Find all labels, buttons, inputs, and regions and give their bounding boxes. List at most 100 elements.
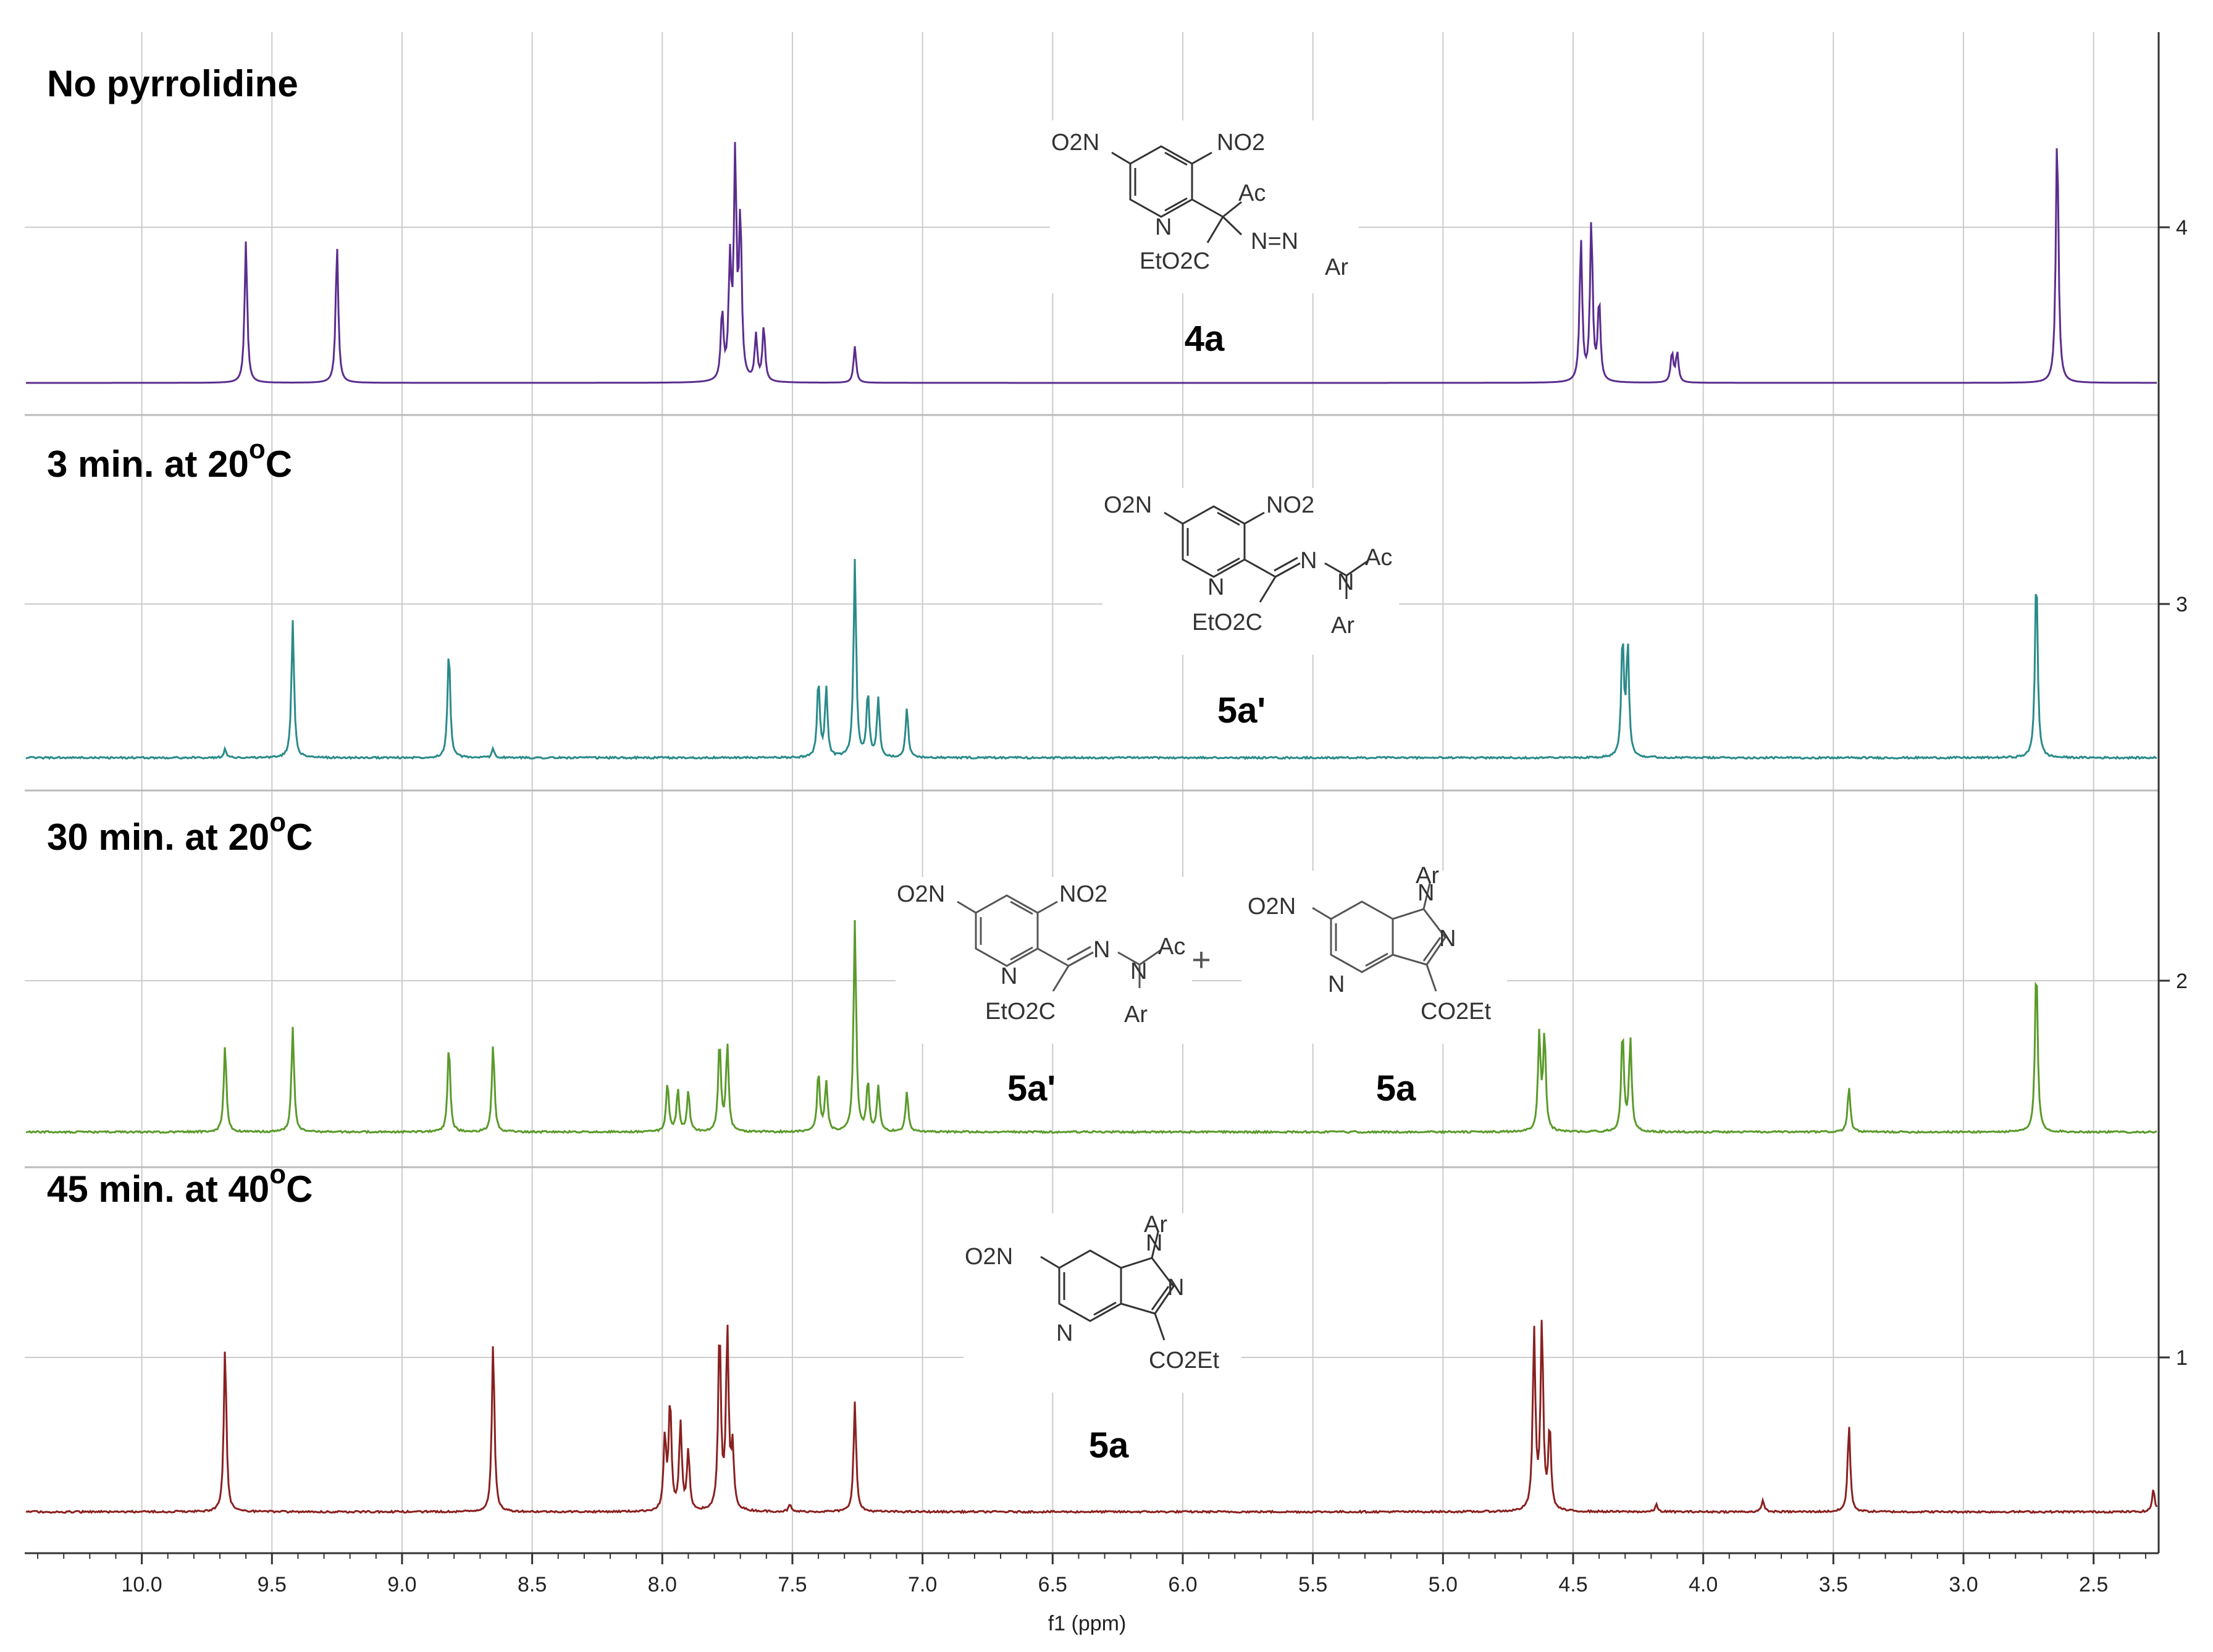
right-tick-label: 1 bbox=[2176, 1346, 2188, 1370]
structure-5a-mid-background bbox=[1241, 871, 1507, 1044]
panel-title-4-unit: C bbox=[286, 1168, 313, 1210]
spectrum-4 bbox=[25, 1320, 2158, 1514]
structure-5a-mid-o2n: O2N bbox=[1248, 894, 1296, 920]
structure-4a-ac: Ac bbox=[1238, 180, 1266, 206]
right-axis: 4 3 2 1 bbox=[2159, 216, 2188, 1370]
spectrum-line-2 bbox=[25, 559, 2157, 760]
x-tick-label: 8.5 bbox=[518, 1573, 547, 1596]
x-tick-label: 8.0 bbox=[648, 1573, 677, 1596]
x-tick-label: 3.5 bbox=[1819, 1573, 1848, 1596]
spectrum-2 bbox=[25, 559, 2157, 760]
structure-5a-prime-mid-bonds bbox=[957, 894, 1162, 992]
structure-5a-mid-n: N bbox=[1328, 971, 1345, 997]
x-tick-label: 9.5 bbox=[258, 1573, 287, 1596]
panel-title-4-text: 45 min. at 40 bbox=[47, 1168, 269, 1210]
structure-5a-prime-top-background bbox=[1102, 488, 1399, 655]
structure-4a-o2n: O2N bbox=[1051, 130, 1099, 156]
structure-5a-prime-top-eto2c: EtO2C bbox=[1192, 610, 1262, 635]
structure-5a-mid-n2: N bbox=[1439, 926, 1456, 952]
spectrum-3 bbox=[25, 920, 2157, 1134]
structure-5a-prime-top-no2: NO2 bbox=[1266, 492, 1314, 518]
panel-title-4: 45 min. at 40oC bbox=[47, 1159, 313, 1210]
structure-5a-bottom-n1: N bbox=[1146, 1230, 1162, 1256]
plus-sign: + bbox=[1191, 941, 1211, 978]
structure-4a-ar: Ar bbox=[1325, 254, 1348, 280]
panel-title-2: 3 min. at 20oC bbox=[47, 434, 292, 485]
x-tick-label: 4.5 bbox=[1558, 1573, 1587, 1596]
right-tick-label: 4 bbox=[2176, 216, 2188, 240]
spectra-group bbox=[25, 141, 2158, 1514]
x-tick-label: 7.5 bbox=[778, 1573, 807, 1596]
spectrum-line-4 bbox=[25, 1320, 2158, 1514]
structure-5a-prime-mid-n2: N bbox=[1130, 958, 1147, 984]
structure-5a-mid: O2N N N Ar N CO2Et bbox=[1241, 863, 1507, 1044]
structure-5a-bottom-co2et: CO2Et bbox=[1149, 1348, 1219, 1373]
structure-5a-prime-top-n1: N bbox=[1300, 548, 1317, 574]
panel-title-2-degree: o bbox=[249, 434, 266, 464]
x-axis: 10.0 9.5 9.0 8.5 8.0 7.5 7.0 6.5 6.0 5.5 5.0 4.5 4.0… bbox=[37, 1553, 2146, 1596]
structure-5a-prime-top-ar: Ar bbox=[1331, 613, 1354, 639]
structure-5a-prime-mid-ar: Ar bbox=[1124, 1002, 1148, 1028]
structure-5a-bottom-ar: Ar bbox=[1144, 1212, 1167, 1238]
compound-label-5a-bottom: 5a bbox=[1089, 1425, 1129, 1465]
x-tick-label: 4.0 bbox=[1689, 1573, 1718, 1596]
structure-4a-eto2c: EtO2C bbox=[1140, 248, 1210, 274]
x-tick-label: 10.0 bbox=[122, 1573, 162, 1596]
structure-4a-n: N bbox=[1155, 214, 1172, 240]
panel-title-1: No pyrrolidine bbox=[47, 63, 298, 104]
compound-label-4a: 4a bbox=[1185, 319, 1225, 359]
structure-5a-mid-n1: N bbox=[1417, 880, 1434, 906]
panel-title-3-unit: C bbox=[286, 816, 313, 858]
panel-title-2-unit: C bbox=[266, 443, 292, 485]
structure-5a-bottom-n2: N bbox=[1167, 1275, 1184, 1301]
x-axis-title: f1 (ppm) bbox=[1048, 1612, 1127, 1635]
structure-5a-mid-ar: Ar bbox=[1416, 863, 1439, 889]
structure-5a-mid-pyrazole-ring bbox=[1392, 908, 1447, 966]
structure-5a-prime-mid-o2n: O2N bbox=[897, 881, 945, 907]
structure-5a-prime-mid-eto2c: EtO2C bbox=[985, 999, 1056, 1025]
x-tick-label: 5.0 bbox=[1429, 1573, 1458, 1596]
structure-5a-prime-top: O2N NO2 N N N Ac EtO2C Ar bbox=[1102, 488, 1399, 655]
structure-5a-mid-bonds bbox=[1312, 883, 1447, 992]
structure-4a: O2N NO2 Ac N EtO2C N=N Ar bbox=[1050, 120, 1359, 293]
structure-5a-bottom-bonds bbox=[1040, 1231, 1175, 1341]
structure-4a-no2: NO2 bbox=[1217, 130, 1265, 156]
structure-5a-prime-mid: O2N NO2 N N N Ac EtO2C Ar bbox=[896, 877, 1192, 1044]
right-tick-label: 2 bbox=[2176, 970, 2188, 993]
panel-title-3-text: 30 min. at 20 bbox=[47, 816, 269, 858]
x-tick-label: 2.5 bbox=[2079, 1573, 2108, 1596]
spectrum-line-3 bbox=[25, 920, 2157, 1134]
panel-title-4-degree: o bbox=[269, 1159, 286, 1189]
compound-label-5a-prime-mid: 5a' bbox=[1007, 1068, 1056, 1109]
x-tick-label: 6.5 bbox=[1038, 1573, 1067, 1596]
x-tick-label: 6.0 bbox=[1168, 1573, 1197, 1596]
structure-5a-prime-top-o2n: O2N bbox=[1104, 492, 1152, 518]
spectrum-1 bbox=[26, 141, 2157, 384]
structure-5a-prime-mid-ac: Ac bbox=[1158, 934, 1185, 960]
compound-label-5a-prime-top: 5a' bbox=[1217, 690, 1266, 731]
spectrum-line-1 bbox=[26, 141, 2157, 384]
right-tick-label: 3 bbox=[2176, 593, 2188, 616]
panel-titles: No pyrrolidine 3 min. at 20oC 30 min. at… bbox=[47, 63, 313, 1210]
structure-5a-prime-mid-n1: N bbox=[1093, 937, 1110, 963]
panel-title-2-text: 3 min. at 20 bbox=[47, 443, 249, 485]
structure-5a-bottom-o2n: O2N bbox=[965, 1244, 1013, 1270]
structure-5a-bottom: O2N N N Ar N CO2Et bbox=[964, 1212, 1241, 1393]
structure-5a-prime-top-n: N bbox=[1207, 574, 1224, 600]
x-tick-label: 9.0 bbox=[387, 1573, 416, 1596]
x-tick-label: 7.0 bbox=[908, 1573, 937, 1596]
panel-title-3-degree: o bbox=[269, 807, 286, 837]
x-tick-label: 3.0 bbox=[1949, 1573, 1978, 1596]
structure-5a-prime-mid-background bbox=[896, 877, 1192, 1044]
structure-5a-bottom-pyrazole-ring bbox=[1120, 1257, 1175, 1315]
panel-title-3: 30 min. at 20oC bbox=[47, 807, 313, 858]
structure-5a-prime-top-ac: Ac bbox=[1365, 545, 1392, 571]
structure-5a-mid-co2et: CO2Et bbox=[1421, 999, 1491, 1025]
structure-4a-bonds bbox=[1111, 145, 1243, 243]
structure-5a-prime-mid-no2: NO2 bbox=[1059, 881, 1107, 907]
x-tick-label: 5.5 bbox=[1298, 1573, 1327, 1596]
structure-5a-bottom-background bbox=[964, 1214, 1241, 1393]
structure-4a-nn: N=N bbox=[1251, 229, 1298, 254]
plot-frame bbox=[25, 32, 2160, 1554]
